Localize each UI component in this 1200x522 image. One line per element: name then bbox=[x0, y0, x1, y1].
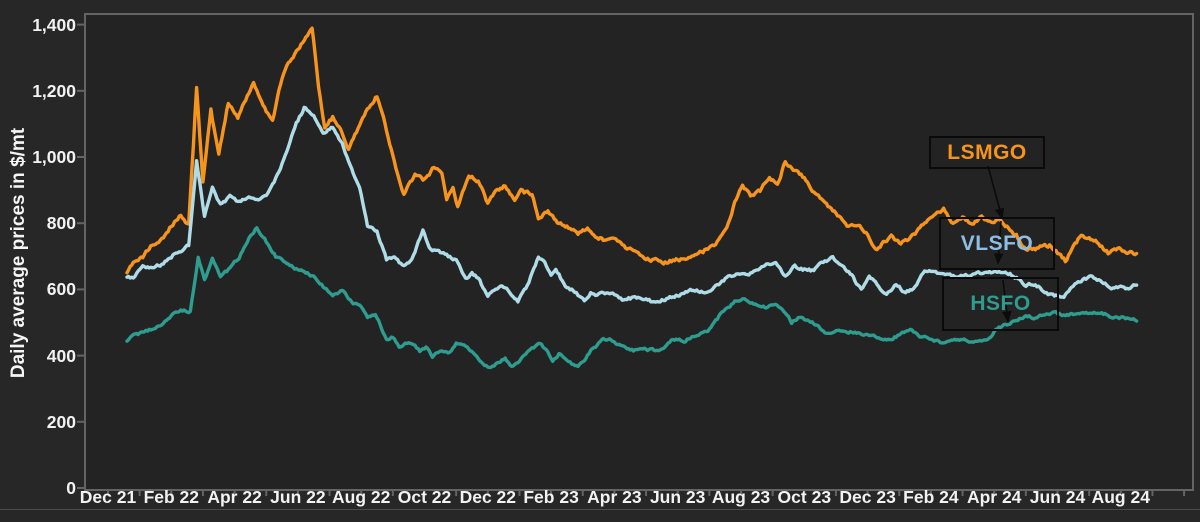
x-tick-label: Dec 23 bbox=[839, 487, 896, 507]
x-tick-label: Oct 23 bbox=[777, 487, 832, 507]
annotation-arrows bbox=[987, 165, 1012, 323]
vlsfo-label: VLSFO bbox=[960, 231, 1034, 255]
x-tick-label: Feb 24 bbox=[903, 487, 959, 507]
x-tick-label: Jun 23 bbox=[649, 487, 706, 507]
x-tick-label: Oct 22 bbox=[397, 487, 452, 507]
y-tick-label: 400 bbox=[46, 345, 76, 366]
series-line-vlsfo bbox=[125, 105, 1139, 304]
x-tick-label: Dec 21 bbox=[79, 487, 137, 507]
y-tick-label: 800 bbox=[46, 213, 76, 234]
y-tick-label: 1,400 bbox=[32, 14, 76, 35]
lsmgo-label-box: LSMGO bbox=[929, 136, 1045, 169]
x-tick-label: Apr 23 bbox=[587, 487, 642, 507]
x-tick-label: Dec 22 bbox=[459, 487, 517, 507]
axis-ticks bbox=[77, 23, 1186, 496]
y-tick-label: 200 bbox=[46, 411, 76, 432]
x-tick-label: Aug 23 bbox=[711, 487, 771, 507]
x-tick-label: Feb 22 bbox=[143, 487, 200, 507]
bottom-divider bbox=[0, 509, 1200, 510]
y-tick-label: 600 bbox=[46, 279, 76, 300]
x-tick-label: Jun 22 bbox=[270, 487, 326, 507]
x-tick-label: Aug 22 bbox=[332, 487, 391, 507]
y-tick-label: 1,200 bbox=[32, 80, 76, 101]
hsfo-label: HSFO bbox=[970, 292, 1031, 315]
series-line-hsfo bbox=[125, 226, 1139, 370]
x-tick-label: Apr 22 bbox=[207, 487, 262, 507]
x-tick-label: Jun 24 bbox=[1029, 487, 1086, 507]
series-lines bbox=[125, 26, 1139, 370]
series-line-lsmgo bbox=[125, 26, 1139, 275]
x-tick-label: Aug 24 bbox=[1091, 487, 1150, 507]
vlsfo-label-box: VLSFO bbox=[939, 217, 1055, 270]
hsfo-label-box: HSFO bbox=[942, 277, 1059, 331]
y-tick-label: 1,000 bbox=[32, 147, 76, 167]
y-tick-label: 0 bbox=[66, 478, 76, 498]
x-tick-label: Apr 24 bbox=[966, 487, 1022, 507]
x-tick-label: Feb 23 bbox=[523, 487, 579, 507]
lsmgo-label: LSMGO bbox=[947, 140, 1027, 164]
